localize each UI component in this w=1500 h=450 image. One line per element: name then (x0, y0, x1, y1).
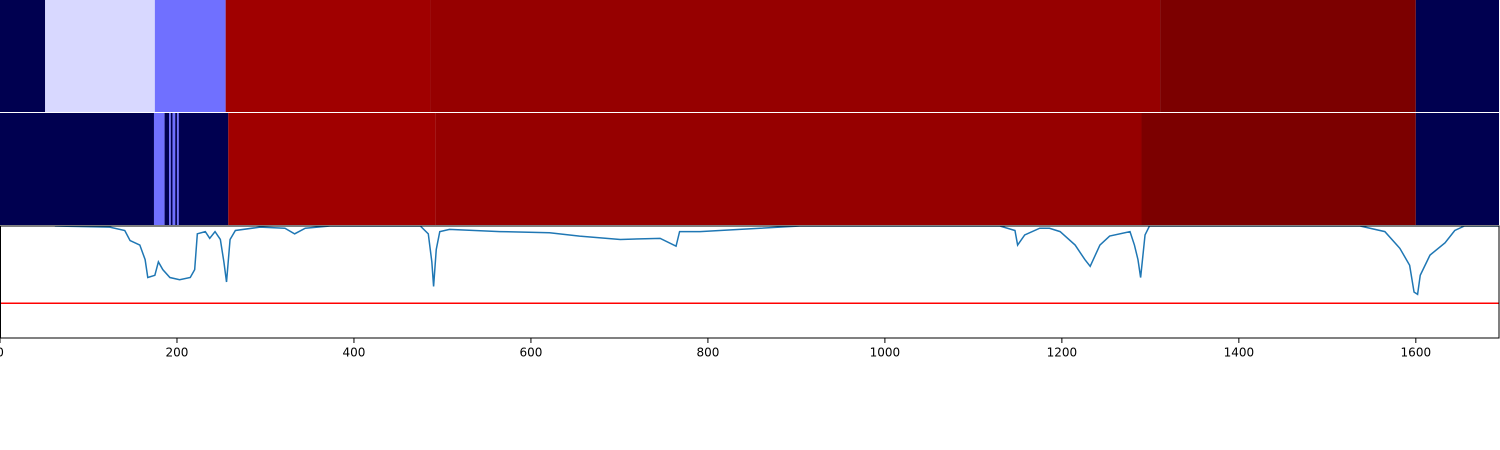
heatmap-segment (154, 0, 226, 112)
x-tick-label: 200 (166, 346, 189, 360)
x-tick-label: 600 (519, 346, 542, 360)
heatmap-segment (178, 113, 229, 225)
x-tick-label: 0 (0, 346, 4, 360)
heatmap-segment (153, 113, 165, 225)
x-tick-label: 1600 (1401, 346, 1432, 360)
heatmap-segment (45, 0, 155, 112)
heatmap-segment (164, 113, 170, 225)
heatmap-segment (1141, 113, 1416, 225)
heatmap-segment (1415, 0, 1499, 112)
data-line (54, 226, 1499, 296)
heatmap-segment (175, 113, 177, 225)
heatmap-segment (430, 0, 1161, 112)
plot-area (54, 226, 1499, 296)
x-tick-label: 800 (696, 346, 719, 360)
x-tick-label: 400 (343, 346, 366, 360)
heatmap-segment (170, 113, 173, 225)
x-tick-label: 1200 (1047, 346, 1078, 360)
heatmap-segment (1160, 0, 1416, 112)
heatmap-segment (172, 113, 176, 225)
heatmap-segment (225, 0, 431, 112)
heatmap-segment (0, 0, 46, 112)
heatmap-segment (1415, 113, 1499, 225)
heatmap-segment (169, 113, 171, 225)
x-tick-label: 1000 (870, 346, 901, 360)
heatmap-segment (0, 113, 154, 225)
x-tick-label: 1400 (1224, 346, 1255, 360)
heatmap-segment (435, 113, 1142, 225)
axes-frame (0, 225, 1500, 339)
heatmap-segment (228, 113, 436, 225)
heatmap-segment (176, 113, 179, 225)
